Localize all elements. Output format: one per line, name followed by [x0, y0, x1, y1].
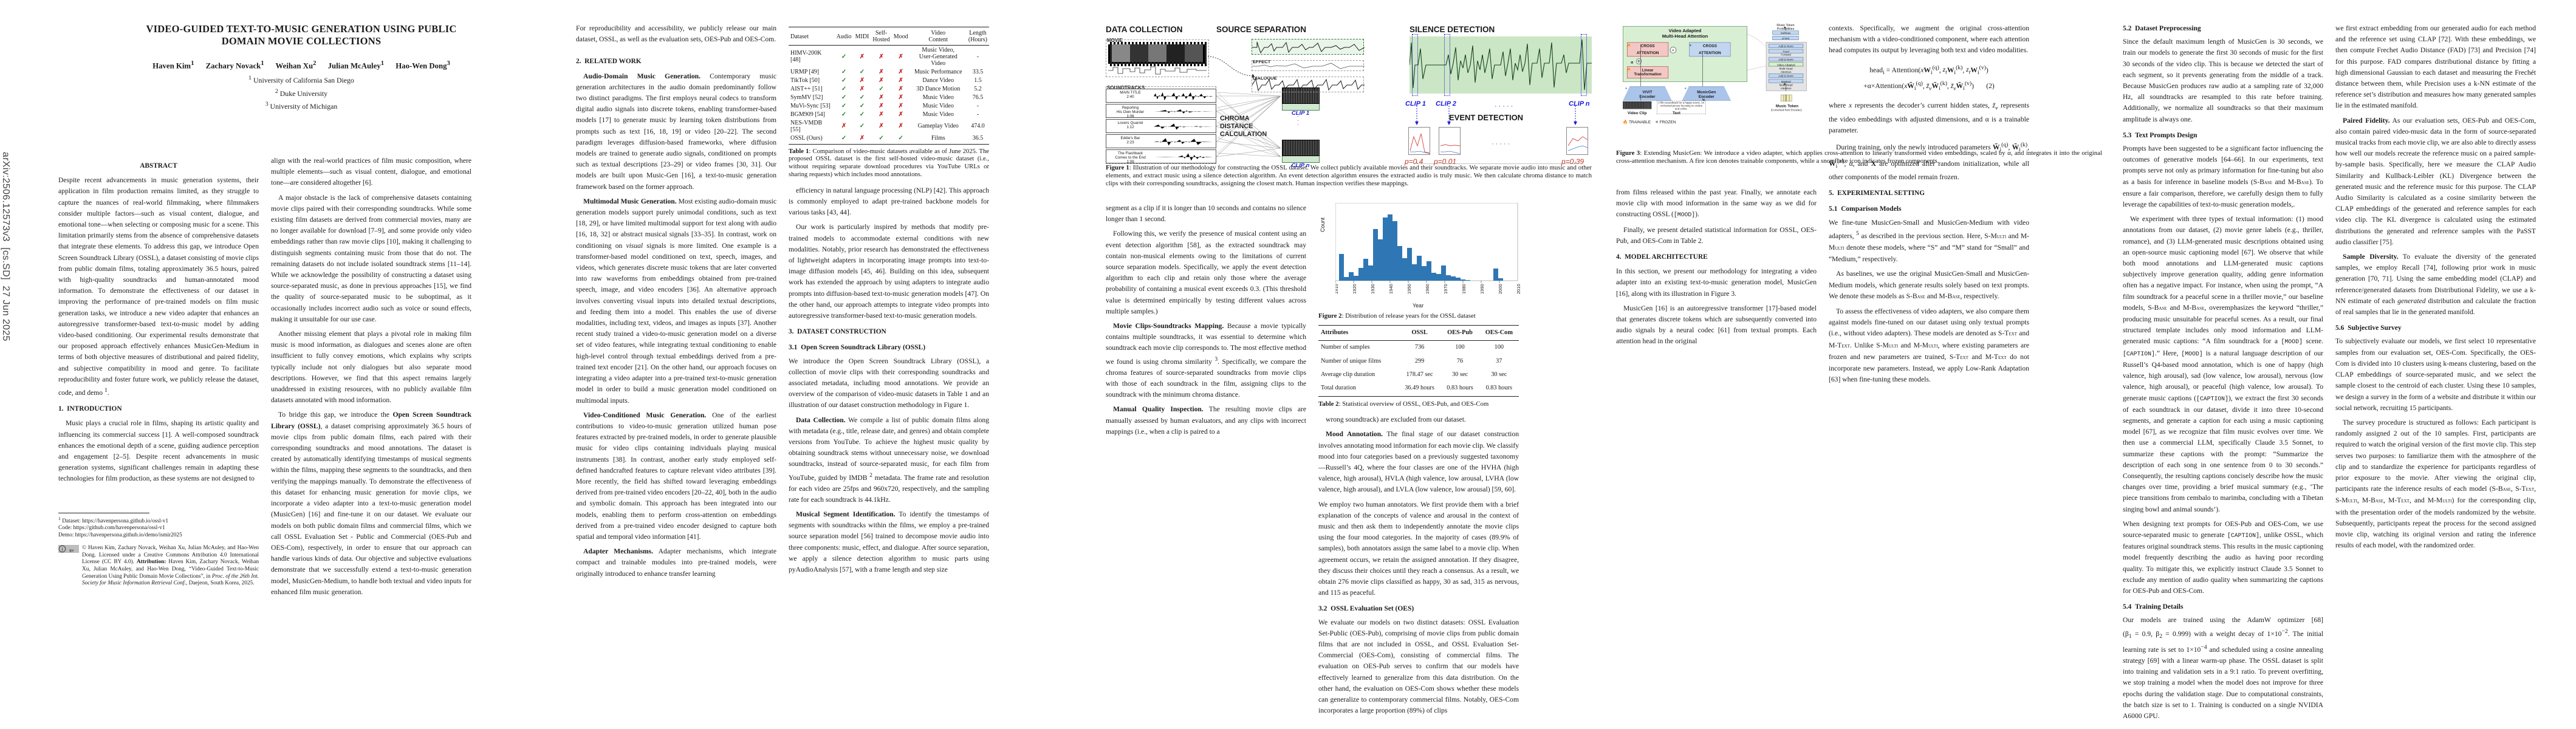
- svg-text:1980: 1980: [1461, 284, 1467, 294]
- svg-text:2000: 2000: [1498, 284, 1503, 294]
- svg-text:2010: 2010: [1516, 284, 1521, 294]
- svg-text:1960: 1960: [1425, 284, 1430, 294]
- svg-text:1970: 1970: [1443, 284, 1448, 294]
- svg-text:1930: 1930: [1370, 284, 1375, 294]
- svg-text:BY: BY: [69, 550, 74, 553]
- svg-text:1940: 1940: [1388, 284, 1394, 294]
- svg-text:1910: 1910: [1335, 284, 1339, 294]
- svg-text:1990: 1990: [1479, 284, 1485, 294]
- svg-text:1950: 1950: [1406, 284, 1412, 294]
- svg-text:1920: 1920: [1352, 284, 1357, 294]
